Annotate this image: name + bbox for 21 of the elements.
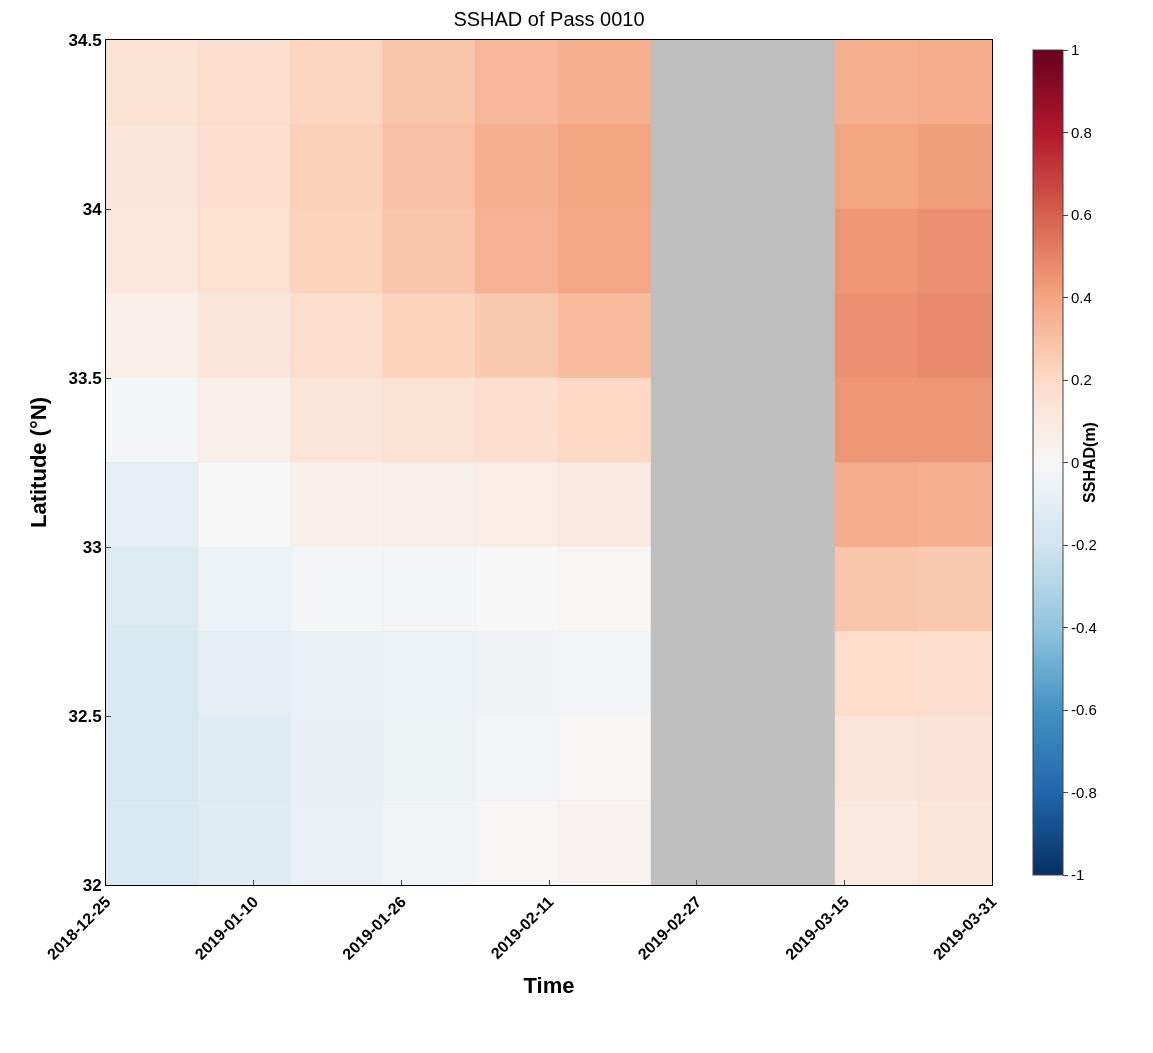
y-tick-label: 34 bbox=[82, 199, 103, 219]
color-bar-label: -0.6 bbox=[1071, 701, 1097, 719]
y-tick-label: 32 bbox=[82, 875, 102, 895]
y-tick-label: 33.5 bbox=[68, 368, 102, 388]
color-bar-label: 0 bbox=[1071, 453, 1080, 471]
color-bar-title: SSHAD(m) bbox=[1081, 422, 1099, 503]
color-bar-label: 0.6 bbox=[1071, 206, 1092, 224]
y-tick-label: 34.5 bbox=[68, 30, 102, 50]
y-tick-label: 32.5 bbox=[68, 706, 102, 726]
x-axis-title: Time bbox=[523, 972, 575, 998]
color-bar-label: 1 bbox=[1071, 41, 1080, 59]
color-bar-label: 0.2 bbox=[1071, 371, 1092, 389]
color-bar-label: -0.2 bbox=[1071, 536, 1097, 554]
color-bar-label: -0.8 bbox=[1071, 783, 1097, 801]
chart-title: SSHAD of Pass 0010 bbox=[453, 8, 645, 30]
color-bar-label: 0.8 bbox=[1071, 123, 1092, 141]
y-axis-title: Latitude (°N) bbox=[26, 396, 52, 529]
y-tick-label: 33 bbox=[82, 537, 102, 557]
color-bar-label: 0.4 bbox=[1071, 288, 1092, 306]
color-bar-label: -1 bbox=[1071, 866, 1085, 884]
color-bar-label: -0.4 bbox=[1071, 618, 1097, 636]
